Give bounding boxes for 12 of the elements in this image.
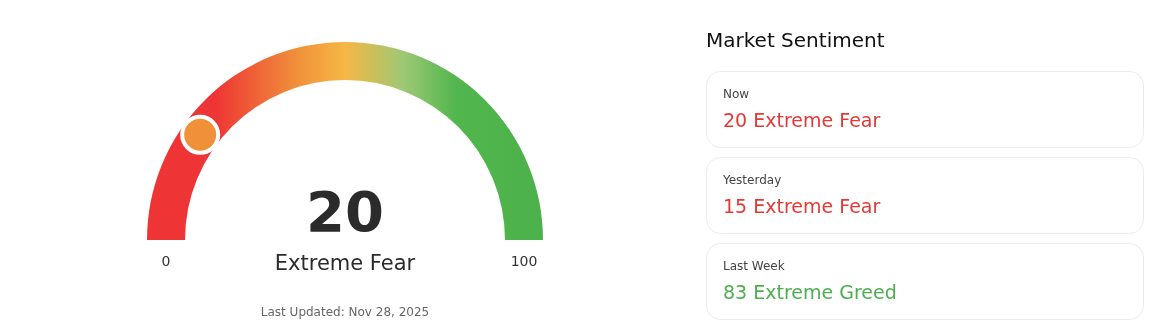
category-label: Last Week: [723, 259, 785, 273]
category-label: Yesterday: [722, 173, 782, 187]
category-label: Extreme Fear: [274, 251, 416, 275]
data-label: 83 Extreme Greed: [723, 281, 897, 303]
data-label: 20 Extreme Fear: [723, 109, 881, 131]
text: Market Sentiment: [706, 28, 885, 52]
data-label: 15 Extreme Fear: [723, 195, 881, 217]
data-label: 20: [306, 179, 384, 244]
text: 100: [510, 253, 538, 269]
text: Last Updated: Nov 28, 2025: [260, 305, 430, 319]
category-label: Now: [723, 87, 750, 101]
text: 0: [161, 253, 171, 269]
